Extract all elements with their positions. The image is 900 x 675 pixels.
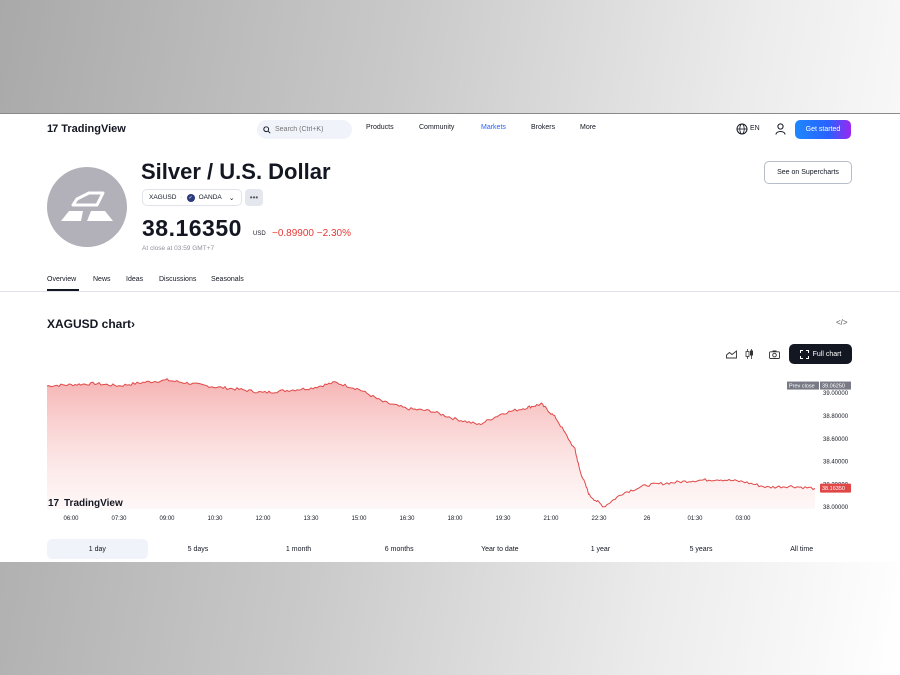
range-5-years[interactable]: 5 years xyxy=(689,545,713,553)
candles-chart-style-button[interactable] xyxy=(740,345,758,363)
more-options-button[interactable]: ••• xyxy=(245,189,263,206)
x-tick-label: 21:00 xyxy=(543,516,559,522)
tab-ideas[interactable]: Ideas xyxy=(126,276,144,283)
full-chart-button[interactable]: Full chart xyxy=(789,344,852,364)
symbol-title: Silver / U.S. Dollar xyxy=(141,159,331,184)
last-price-tag-bg xyxy=(820,483,851,493)
chevron-down-icon: ⌄ xyxy=(228,194,235,202)
separator-dot: · xyxy=(180,194,183,201)
y-tick-label: 38.00000 xyxy=(823,505,849,511)
tradingview-logo[interactable]: 17 TradingView xyxy=(47,122,126,136)
range-5-days[interactable]: 5 days xyxy=(187,545,209,553)
range-1-year[interactable]: 1 year xyxy=(590,545,611,553)
active-tab-indicator xyxy=(47,289,79,291)
y-tick-label: 38.40000 xyxy=(823,460,849,466)
brand-name: TradingView xyxy=(61,123,126,135)
last-price-marker: 38.16350 xyxy=(820,483,851,493)
x-tick-label: 26 xyxy=(644,516,651,522)
prev-close-value: 39.06250 xyxy=(822,384,845,390)
x-axis: 06:00 07:30 09:00 10:30 12:00 13:30 15:00 16:30… xyxy=(63,516,751,522)
nav-products[interactable]: Products xyxy=(366,124,394,131)
price-area-fill xyxy=(47,378,815,509)
nav-community[interactable]: Community xyxy=(419,124,455,131)
search-input[interactable] xyxy=(275,126,345,133)
fullscreen-icon xyxy=(799,349,809,359)
chart-section-title[interactable]: XAGUSD chart› xyxy=(47,317,135,331)
full-chart-label: Full chart xyxy=(812,350,842,358)
y-tick-label: 38.80000 xyxy=(823,414,849,420)
language-selector[interactable]: EN xyxy=(750,125,760,132)
price-change: −0.89900 −2.30% xyxy=(272,228,351,239)
x-tick-label: 13:30 xyxy=(303,516,319,522)
range-all-time[interactable]: All time xyxy=(790,545,814,553)
tabs-divider xyxy=(0,291,900,292)
chart-title-text: XAGUSD chart xyxy=(47,317,132,331)
user-icon[interactable] xyxy=(775,123,786,135)
page: 17 TradingView Products Community Market… xyxy=(0,113,900,562)
x-tick-label: 03:00 xyxy=(735,516,751,522)
last-price-tag: 38.16350 xyxy=(822,486,845,492)
embed-code-icon[interactable]: </> xyxy=(836,318,848,327)
price-currency: USD xyxy=(253,231,266,237)
globe-icon[interactable] xyxy=(736,123,748,135)
chart-watermark: 17 TradingView xyxy=(48,498,123,509)
search-icon xyxy=(263,125,271,134)
x-tick-label: 10:30 xyxy=(207,516,223,522)
tv-logo-icon: 17 xyxy=(47,123,58,135)
prev-close-value-bg xyxy=(820,381,851,390)
price-chart[interactable]: 38.0000038.2000038.4000038.6000038.80000… xyxy=(0,369,900,524)
ticker-exchange-selector[interactable]: XAGUSD · ✓ OANDA ⌄ xyxy=(142,189,242,206)
x-tick-label: 12:00 xyxy=(255,516,271,522)
x-tick-label: 06:00 xyxy=(63,516,79,522)
tab-news[interactable]: News xyxy=(93,276,111,283)
x-tick-label: 01:30 xyxy=(687,516,703,522)
get-started-button[interactable]: Get started xyxy=(795,120,851,139)
tv-watermark-icon: 17 xyxy=(48,498,60,509)
tab-seasonals[interactable]: Seasonals xyxy=(211,276,244,283)
x-tick-label: 15:00 xyxy=(351,516,367,522)
y-axis: 38.0000038.2000038.4000038.6000038.80000… xyxy=(823,391,849,511)
nav-markets[interactable]: Markets xyxy=(481,124,506,131)
change-value: −0.89900 xyxy=(272,228,314,239)
y-tick-label: 39.00000 xyxy=(823,391,849,397)
x-tick-label: 22:30 xyxy=(591,516,607,522)
snapshot-button[interactable] xyxy=(765,345,783,363)
range-6-months[interactable]: 6 months xyxy=(384,545,414,553)
see-on-supercharts-button[interactable]: See on Supercharts xyxy=(764,161,852,184)
price-line xyxy=(46,378,816,508)
range-1-day[interactable]: 1 day xyxy=(47,539,148,559)
x-tick-label: 19:30 xyxy=(495,516,511,522)
camera-icon xyxy=(768,350,780,359)
nav-brokers[interactable]: Brokers xyxy=(531,124,556,131)
x-tick-label: 16:30 xyxy=(399,516,415,522)
watermark-text: TradingView xyxy=(64,498,123,509)
x-tick-label: 07:30 xyxy=(111,516,127,522)
ticker-label: XAGUSD xyxy=(149,194,177,201)
y-tick-label: 38.60000 xyxy=(823,437,849,443)
prev-close-marker: Prev close 39.06250 xyxy=(787,381,851,390)
prev-close-label: Prev close xyxy=(789,384,815,390)
candlestick-icon xyxy=(745,349,753,359)
search-box[interactable] xyxy=(257,120,352,139)
change-percent: −2.30% xyxy=(316,228,351,239)
range-year-to-date[interactable]: Year to date xyxy=(481,545,519,553)
tab-discussions[interactable]: Discussions xyxy=(159,276,197,283)
prev-close-label-bg xyxy=(787,381,819,390)
oanda-icon: ✓ xyxy=(186,193,195,202)
silver-bars-icon xyxy=(61,191,113,221)
chevron-right-icon: › xyxy=(131,317,136,331)
exchange-label: OANDA xyxy=(198,194,222,201)
range-selector: 1 day 5 days 1 month 6 months Year to da… xyxy=(47,539,852,559)
x-tick-label: 09:00 xyxy=(159,516,175,522)
nav-more[interactable]: More xyxy=(580,124,596,131)
ellipsis-icon: ••• xyxy=(249,193,259,202)
market-closed-note: At close at 03:59 GMT+7 xyxy=(142,245,215,252)
range-1-month[interactable]: 1 month xyxy=(285,545,312,553)
area-chart-icon xyxy=(725,349,737,358)
tab-overview[interactable]: Overview xyxy=(47,276,77,283)
last-price: 38.16350 xyxy=(142,215,242,241)
area-chart-style-button[interactable] xyxy=(722,345,740,363)
x-tick-label: 18:00 xyxy=(447,516,463,522)
symbol-avatar xyxy=(47,167,127,247)
